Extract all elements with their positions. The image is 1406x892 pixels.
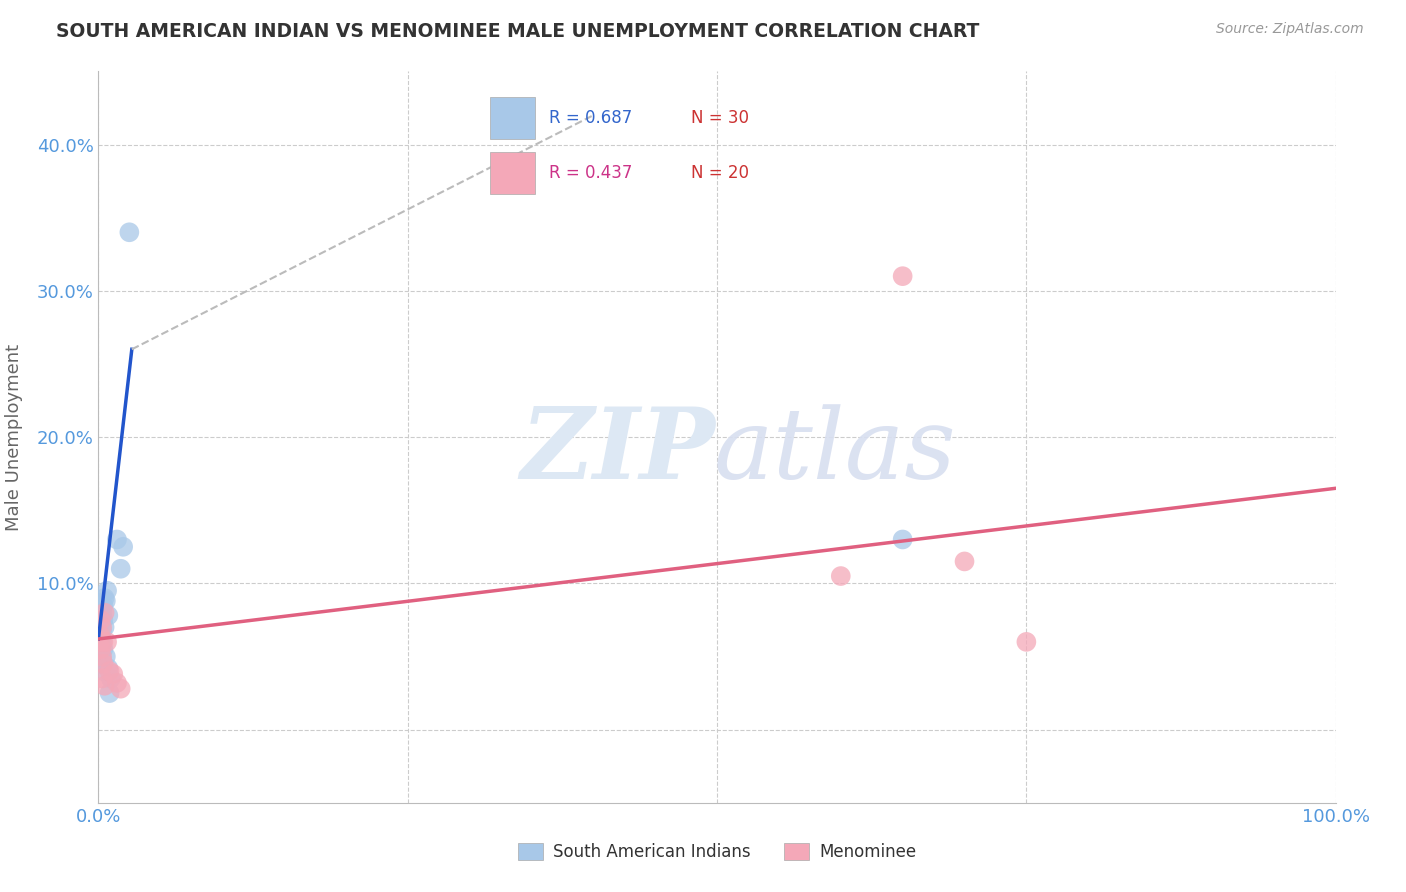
Point <box>90 638 112 652</box>
Text: Source: ZipAtlas.com: Source: ZipAtlas.com <box>1216 22 1364 37</box>
Point <box>93 599 115 613</box>
Text: ZIP: ZIP <box>520 403 716 500</box>
Text: SOUTH AMERICAN INDIAN VS MENOMINEE MALE UNEMPLOYMENT CORRELATION CHART: SOUTH AMERICAN INDIAN VS MENOMINEE MALE … <box>56 22 980 41</box>
Point <box>94 594 117 608</box>
Point <box>91 623 114 637</box>
Point <box>89 623 111 637</box>
Point <box>93 613 115 627</box>
Point <box>105 533 128 547</box>
Point <box>90 631 112 645</box>
Point <box>93 591 115 605</box>
Point <box>830 569 852 583</box>
Point <box>953 554 976 568</box>
Point <box>93 679 115 693</box>
Point <box>94 649 117 664</box>
Point <box>103 667 125 681</box>
Text: atlas: atlas <box>713 404 956 500</box>
Point <box>91 649 114 664</box>
Point <box>98 664 121 678</box>
Point <box>89 632 111 646</box>
Point <box>100 672 122 686</box>
Y-axis label: Male Unemployment: Male Unemployment <box>4 343 22 531</box>
Point <box>97 661 120 675</box>
Point <box>891 269 914 284</box>
Point <box>91 672 114 686</box>
Point <box>96 635 118 649</box>
Point <box>90 649 112 664</box>
Point <box>110 681 132 696</box>
Point <box>93 620 115 634</box>
Point <box>105 676 128 690</box>
Legend: South American Indians, Menominee: South American Indians, Menominee <box>512 836 922 868</box>
Point <box>93 657 115 671</box>
Point <box>91 606 114 620</box>
Point <box>91 620 114 634</box>
Point <box>90 617 112 632</box>
Point <box>91 635 114 649</box>
Point <box>93 606 115 620</box>
Point <box>110 562 132 576</box>
Point <box>93 642 115 657</box>
Point <box>93 664 115 678</box>
Point <box>98 686 121 700</box>
Point <box>112 540 135 554</box>
Point <box>97 608 120 623</box>
Point <box>90 642 112 657</box>
Point <box>89 635 111 649</box>
Point <box>96 583 118 598</box>
Point <box>93 635 115 649</box>
Point <box>891 533 914 547</box>
Point <box>1015 635 1038 649</box>
Point <box>118 225 141 239</box>
Point <box>89 657 111 671</box>
Point <box>91 652 114 666</box>
Point <box>89 627 111 641</box>
Point <box>90 613 112 627</box>
Point <box>89 642 111 657</box>
